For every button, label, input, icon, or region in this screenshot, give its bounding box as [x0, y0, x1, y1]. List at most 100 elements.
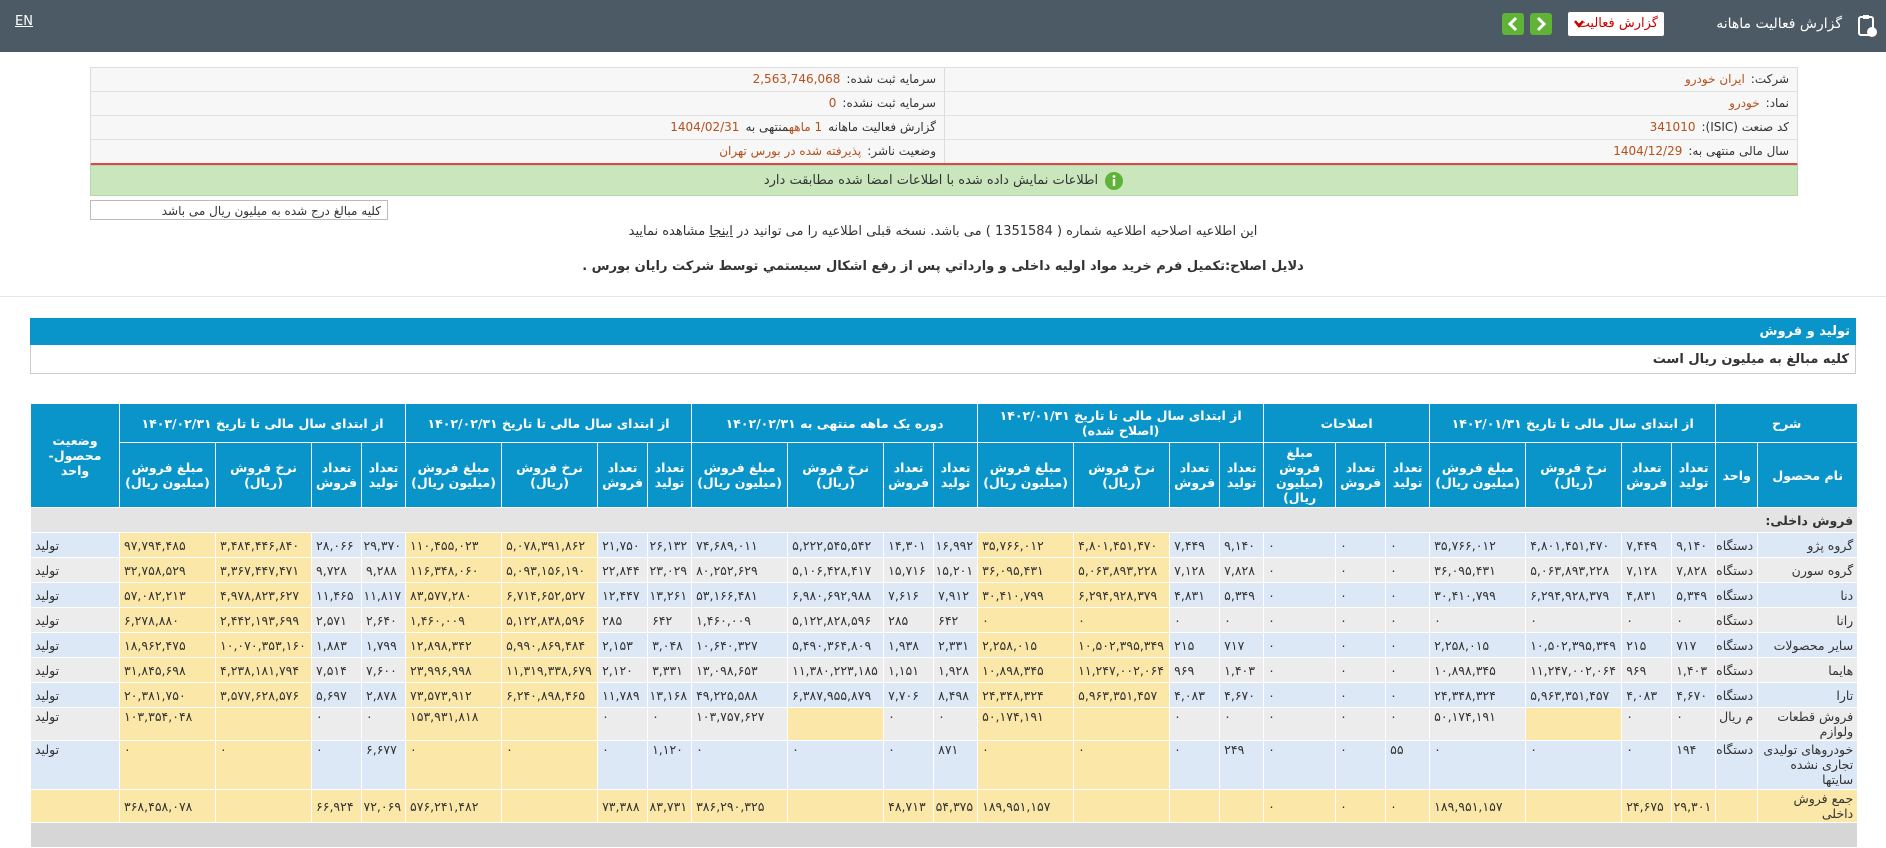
table-cell: ۲,۲۵۸,۰۱۵: [1429, 632, 1527, 658]
table-cell: ۷۳,۵۷۳,۹۱۲: [405, 682, 503, 708]
prev-button[interactable]: [1502, 13, 1524, 35]
column-header: تعداد فروش: [597, 442, 649, 508]
table-cell: ۰: [1335, 532, 1387, 558]
table-cell: ۱۱۰,۴۵۵,۰۲۳: [405, 532, 503, 558]
table-cell: ۱۰,۵۰۲,۳۹۵,۳۴۹: [1073, 632, 1171, 658]
table-cell: ۰: [1219, 607, 1265, 633]
table-cell: ۰: [1385, 707, 1431, 741]
table-cell: ۱,۹۳۸: [883, 632, 935, 658]
table-cell: ۰: [691, 740, 789, 790]
info-label: نماد:: [1765, 96, 1789, 110]
table-cell: [787, 789, 885, 823]
table-cell: ۰: [1385, 532, 1431, 558]
table-cell: ۱۰۳,۷۵۷,۶۲۷: [691, 707, 789, 741]
table-cell: ۲۳,۹۹۶,۹۹۸: [405, 657, 503, 683]
table-cell: ۷۱۷: [1671, 632, 1717, 658]
table-cell: ۵,۰۶۳,۸۹۳,۲۲۸: [1525, 557, 1623, 583]
report-dropdown[interactable]: گزارش فعالیت: [1568, 12, 1664, 36]
table-cell: تولید: [30, 557, 120, 583]
table-cell: ۲۴۹: [1219, 740, 1265, 790]
column-header: نرخ فروش (ریال): [215, 442, 313, 508]
table-cell: ۰: [1335, 582, 1387, 608]
separator: [0, 296, 1886, 297]
table-cell: ۵,۱۰۶,۴۲۸,۴۱۷: [787, 557, 885, 583]
data-row: دنا دستگاه ۵,۳۴۹ ۴,۸۳۱ ۶,۲۹۴,۹۲۸,۳۷۹ ۳۰,۴۱۰,۷…: [30, 582, 1859, 608]
table-cell: ۶,۷۱۴,۶۵۲,۵۲۷: [501, 582, 599, 608]
column-header: نرخ فروش (ریال): [1073, 442, 1171, 508]
table-cell: ۱۵,۷۱۶: [883, 557, 935, 583]
language-switch[interactable]: EN: [15, 14, 33, 29]
table-cell: ۷,۹۱۲: [933, 582, 979, 608]
table-cell: ۱۸۹,۹۵۱,۱۵۷: [977, 789, 1075, 823]
company-info: شرکت: ایران خودرو سرمایه ثبت شده: 2,563,746…: [90, 67, 1798, 166]
info-row: شرکت: ایران خودرو سرمایه ثبت شده: 2,563,746…: [91, 68, 1797, 92]
section-subtitle: کلیه مبالغ به میلیون ریال است: [30, 345, 1856, 374]
table-cell: ۵۳,۱۶۶,۴۸۱: [691, 582, 789, 608]
table-cell: جمع فروش داخلی: [1757, 789, 1859, 823]
table-cell: ۱,۴۰۳: [1671, 657, 1717, 683]
table-cell: ۲,۳۳۱: [933, 632, 979, 658]
table-cell: ۰: [1525, 740, 1623, 790]
table-cell: دستگاه: [1715, 657, 1759, 683]
info-cell: سال مالی منتهی به: 1404/12/29: [944, 140, 1797, 163]
next-button[interactable]: [1530, 13, 1552, 35]
table-cell: [215, 789, 313, 823]
column-header: تعداد فروش: [1621, 442, 1673, 508]
table-cell: ۳۶,۰۹۵,۴۳۱: [1429, 557, 1527, 583]
production-sales-table: شرح از ابتدای سال مالی تا تاریخ ۱۴۰۲/۰۱/۳…: [29, 403, 1859, 848]
table-cell: ۲۲,۸۴۴: [597, 557, 649, 583]
table-cell: ۵۴,۳۷۵: [933, 789, 979, 823]
table-cell: ۲۱۵: [1169, 632, 1221, 658]
table-cell: ۶۴۲: [933, 607, 979, 633]
column-header: تعداد فروش: [883, 442, 935, 508]
column-header: تعداد تولید: [647, 442, 693, 508]
section-title: تولید و فروش: [30, 318, 1856, 345]
table-cell: ۰: [1263, 740, 1337, 790]
table-cell: ۲۱۵: [1621, 632, 1673, 658]
table-cell: ۵,۹۹۰,۸۶۹,۴۸۴: [501, 632, 599, 658]
table-cell: ۲,۸۷۸: [361, 682, 407, 708]
table-cell: ۱۰,۶۴۰,۳۲۷: [691, 632, 789, 658]
table-cell: ۶,۲۹۴,۹۲۸,۳۷۹: [1073, 582, 1171, 608]
table-cell: ۰: [1335, 607, 1387, 633]
table-cell: هایما: [1757, 657, 1859, 683]
table-cell: ۳۰,۴۱۰,۷۹۹: [977, 582, 1075, 608]
table-cell: ۰: [405, 740, 503, 790]
table-cell: [1525, 789, 1623, 823]
table-cell: گروه سورن: [1757, 557, 1859, 583]
unit-note: کلیه مبالغ درج شده به میلیون ریال می باش…: [90, 200, 388, 220]
table-cell: ۵۷۶,۲۴۱,۴۸۲: [405, 789, 503, 823]
table-cell: ۰: [1263, 607, 1337, 633]
correction-text: این اطلاعیه اصلاحیه اطلاعیه شماره ( 1351…: [737, 224, 1258, 239]
table-cell: ۸۷۱: [933, 740, 979, 790]
arrow-left: [1507, 16, 1518, 32]
table-cell: ۱,۴۶۰,۰۰۹: [405, 607, 503, 633]
table-cell: ۵,۹۶۳,۳۵۱,۴۵۷: [1525, 682, 1623, 708]
table-cell: ۰: [1169, 607, 1221, 633]
previous-version-link[interactable]: اینجا: [709, 224, 733, 239]
table-cell: ۰: [1169, 707, 1221, 741]
table-cell: ۲۰,۳۸۱,۷۵۰: [118, 682, 217, 708]
table-cell: ۳,۴۸۴,۴۴۶,۸۴۰: [215, 532, 313, 558]
column-header: مبلغ فروش (میلیون ریال): [1263, 442, 1337, 508]
info-cell: شرکت: ایران خودرو: [944, 68, 1797, 91]
table-cell: ۳۶,۰۹۵,۴۳۱: [977, 557, 1075, 583]
group-header: از ابتدای سال مالی تا تاریخ ۱۴۰۲/۰۱/۳۱ (…: [977, 403, 1265, 443]
table-cell: ۴,۰۸۳: [1169, 682, 1221, 708]
table-cell: ۶۴۲: [647, 607, 693, 633]
data-row: گروه سورن دستگاه ۷,۸۲۸ ۷,۱۲۸ ۵,۰۶۳,۸۹۳,۲۲۸ ۳۶…: [30, 557, 1859, 583]
table-cell: ۵۷,۰۸۲,۲۱۳: [118, 582, 217, 608]
table-cell: [501, 789, 599, 823]
table-cell: گروه پژو: [1757, 532, 1859, 558]
table-cell: ۷۱۷: [1219, 632, 1265, 658]
column-header: واحد: [1715, 442, 1759, 508]
table-cell: تولید: [30, 632, 120, 658]
table-cell: ۱۶,۹۹۲: [933, 532, 979, 558]
column-header: نرخ فروش (ریال): [501, 442, 599, 508]
table-cell: ۲,۴۴۲,۱۹۳,۶۹۹: [215, 607, 313, 633]
table-cell: دستگاه: [1715, 582, 1759, 608]
table-cell: ۱۰۳,۳۵۴,۰۴۸: [118, 707, 217, 741]
table-cell: [501, 707, 599, 741]
table-cell: ۰: [1263, 707, 1337, 741]
table-cell: [1169, 789, 1221, 823]
